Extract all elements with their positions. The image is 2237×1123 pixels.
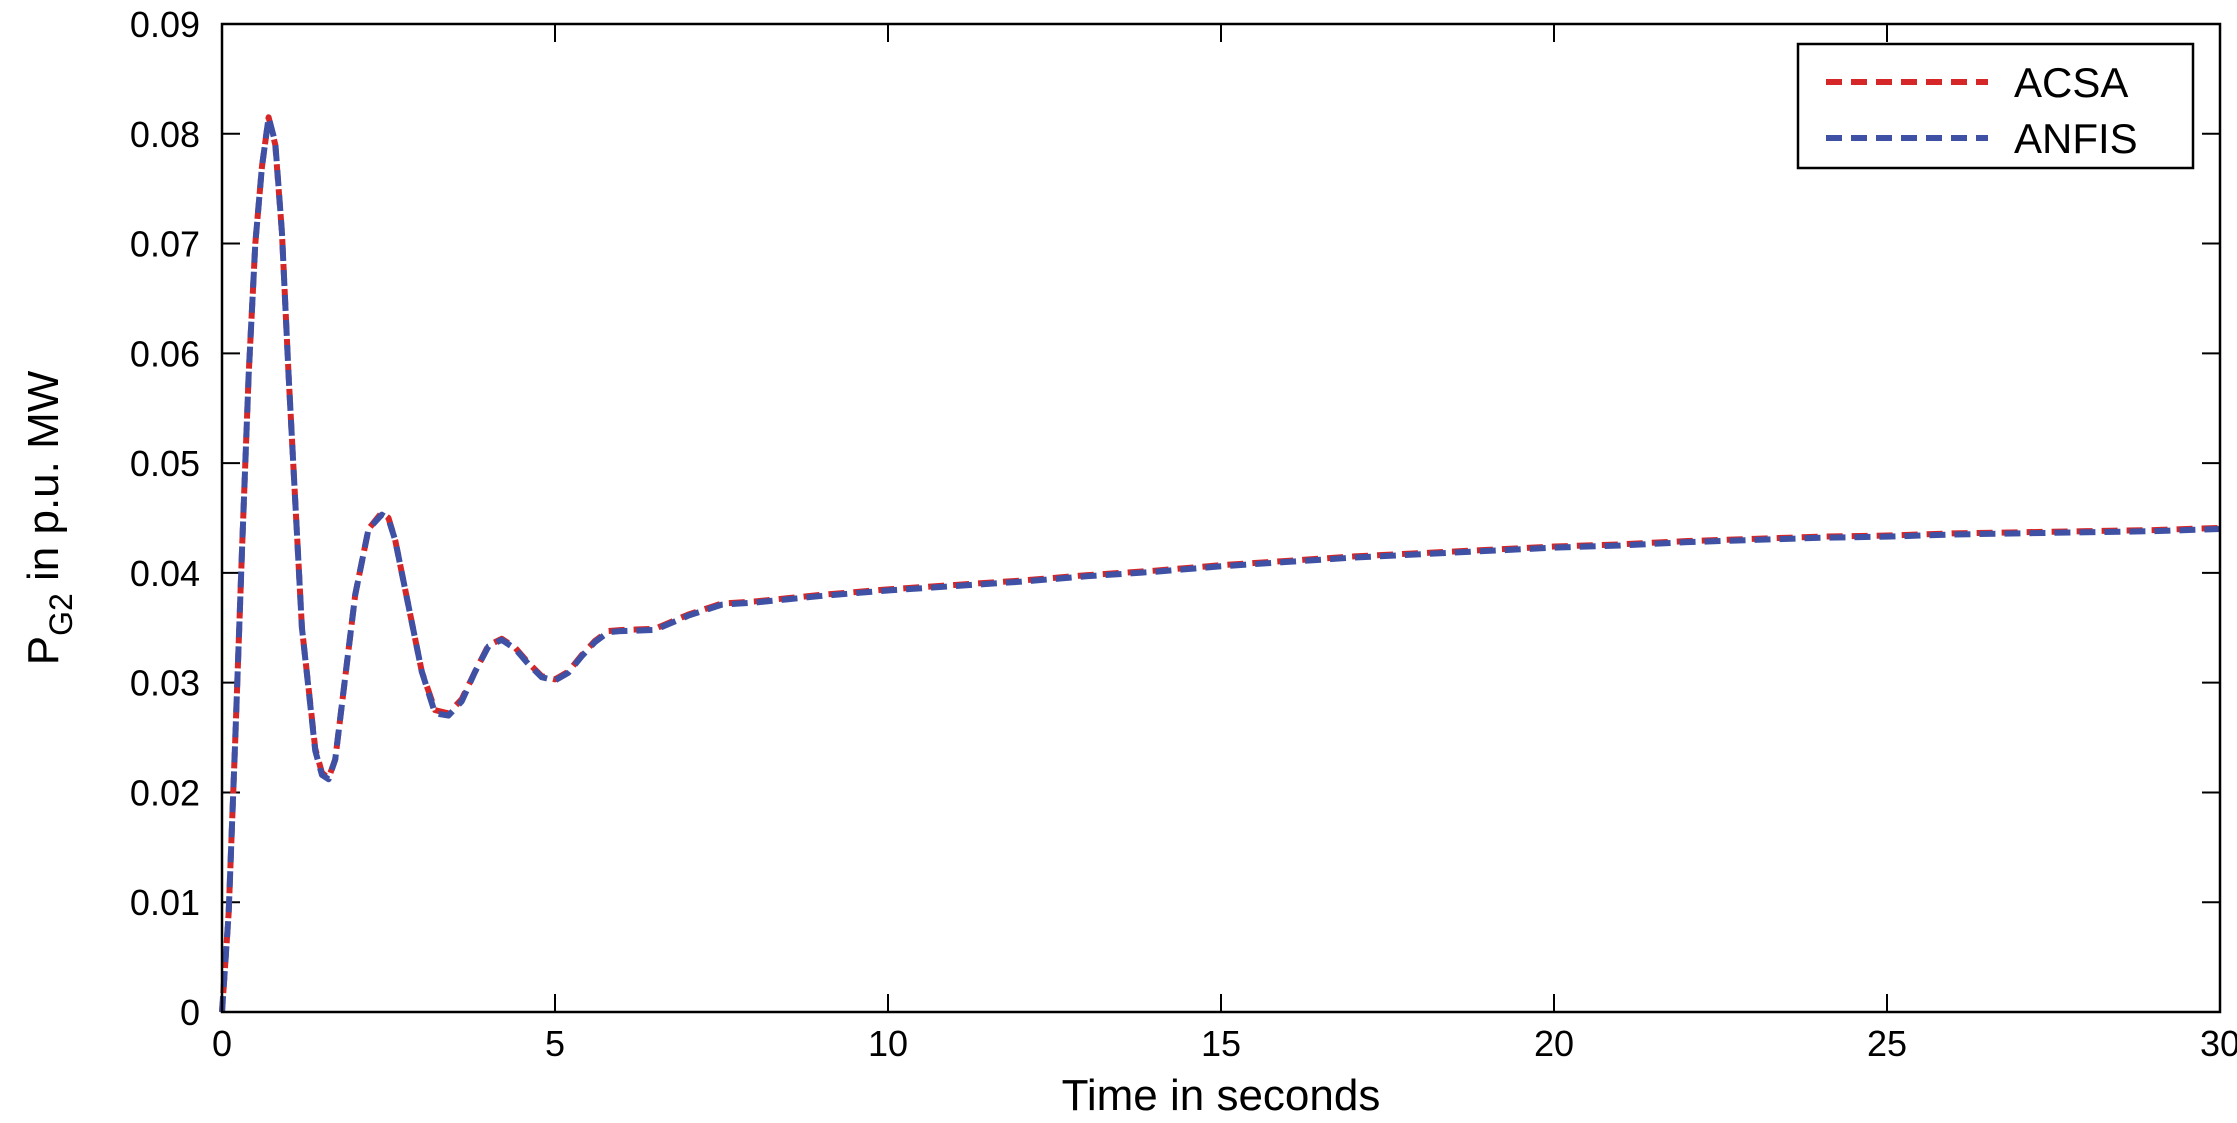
y-tick-label: 0.04 (130, 553, 200, 594)
y-tick-label: 0.08 (130, 114, 200, 155)
x-tick-label: 5 (545, 1023, 565, 1064)
y-tick-label: 0.02 (130, 772, 200, 813)
y-tick-label: 0.07 (130, 224, 200, 265)
plot-frame (220, 22, 2222, 1014)
y-tick-label: 0.06 (130, 333, 200, 374)
x-axis-title: Time in seconds (1062, 1071, 1381, 1120)
y-tick-label: 0.09 (130, 4, 200, 45)
legend-box (1796, 42, 2195, 170)
legend-label-acsa: ACSA (2014, 59, 2128, 106)
x-tick-label: 20 (1534, 1023, 1574, 1064)
y-tick-label: 0.01 (130, 882, 200, 923)
y-axis-title: PG2 in p.u. MW (19, 370, 79, 665)
x-tick-label: 25 (1867, 1023, 1907, 1064)
legend: ACSA ANFIS (1796, 42, 2195, 170)
x-tick-label: 10 (868, 1023, 908, 1064)
x-tick-label: 0 (212, 1023, 232, 1064)
x-tick-label: 15 (1201, 1023, 1241, 1064)
y-axis-title-main: P (19, 636, 68, 665)
y-tick-label: 0 (180, 992, 200, 1033)
legend-label-anfis: ANFIS (2014, 115, 2138, 162)
y-axis-title-subscript: G2 (43, 593, 79, 636)
y-tick-label: 0.05 (130, 443, 200, 484)
x-tick-label: 30 (2200, 1023, 2237, 1064)
y-tick-label: 0.03 (130, 663, 200, 704)
tick-labels: 0 5 10 15 20 25 30 0 0.01 0.02 0.03 0.04 0.05 0.06 0.0… (130, 4, 2237, 1064)
y-axis-title-suffix: in p.u. MW (19, 370, 68, 593)
